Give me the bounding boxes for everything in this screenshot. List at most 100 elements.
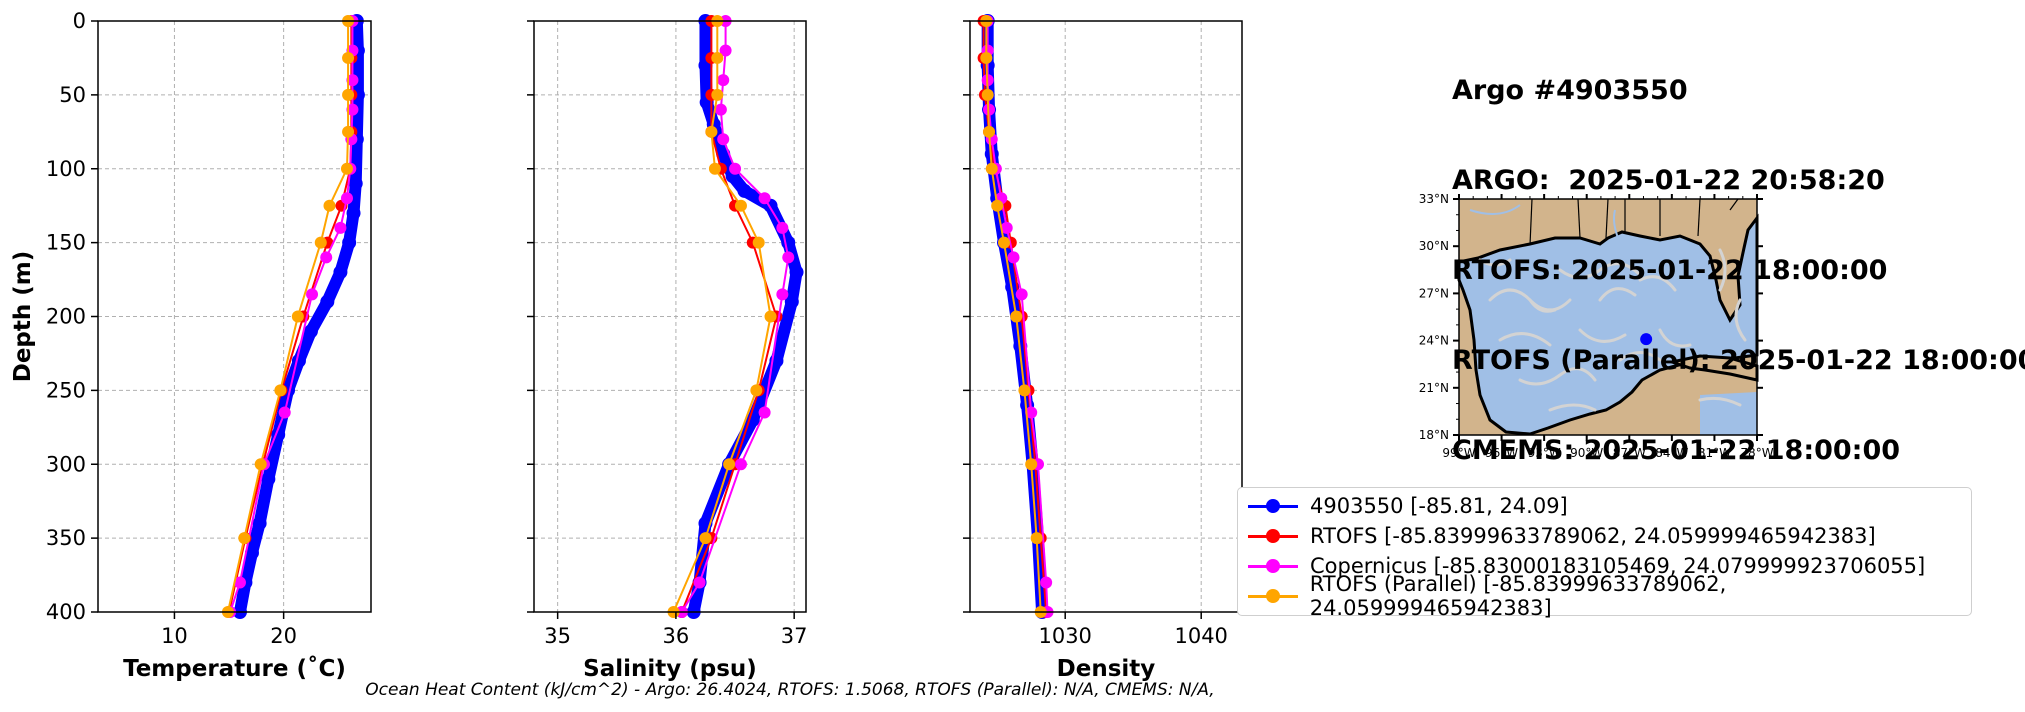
data-point-argo <box>348 176 363 191</box>
data-point-rtofs-parallel <box>699 532 712 545</box>
data-point-argo <box>320 294 335 309</box>
legend-label: RTOFS [-85.83999633789062, 24.0599994659… <box>1310 524 1876 548</box>
data-point-rtofs-parallel <box>1025 458 1038 471</box>
x-tick-label: 10 <box>161 624 188 648</box>
data-point-copernicus <box>1025 406 1038 419</box>
current-streamline <box>1658 328 1692 348</box>
current-streamline <box>1518 367 1597 386</box>
data-point-copernicus <box>782 251 795 264</box>
series-line-rtofs-parallel <box>226 20 350 613</box>
data-point-rtofs-parallel <box>1010 310 1023 323</box>
data-point-rtofs-parallel <box>723 458 736 471</box>
data-point-rtofs-parallel <box>998 236 1010 249</box>
data-point-copernicus <box>346 103 359 116</box>
data-point-copernicus <box>340 192 353 205</box>
legend-entry-rtofs-parallel: RTOFS (Parallel) [-85.83999633789062, 24… <box>1248 572 1971 620</box>
chart-legend: 4903550 [-85.81, 24.09] RTOFS [-85.83999… <box>1237 487 1972 620</box>
legend-entry-rtofs: RTOFS [-85.83999633789062, 24.0599994659… <box>1248 521 1876 551</box>
data-point-argo <box>346 206 361 221</box>
data-point-rtofs-parallel <box>705 125 718 138</box>
data-point-argo <box>244 545 259 560</box>
data-point-rtofs-parallel <box>981 88 994 101</box>
map-lat-label: 21°N <box>1419 381 1449 395</box>
map-rivers <box>1469 204 1619 239</box>
map-lon-label: 96°W <box>1485 446 1518 460</box>
map-lat-label: 24°N <box>1419 334 1449 348</box>
x-axis-label: Salinity (psu) <box>583 656 757 682</box>
data-point-copernicus <box>1015 288 1028 301</box>
float-position-marker <box>1640 333 1653 346</box>
legend-label: Copernicus [-85.83000183105469, 24.07999… <box>1310 554 1926 578</box>
data-point-argo <box>261 472 276 487</box>
legend-swatch <box>1248 551 1298 581</box>
x-tick-label: 36 <box>663 624 690 648</box>
current-streamline <box>1548 403 1597 412</box>
profile-panel-2: 35 36 37 Salinity (psu) <box>527 14 808 682</box>
series-line-rtofs <box>680 20 778 613</box>
data-point-copernicus <box>776 221 789 234</box>
data-point-copernicus <box>1007 251 1020 264</box>
data-point-argo <box>303 324 318 339</box>
map-lat-label: 30°N <box>1419 239 1449 253</box>
map-lat-label: 33°N <box>1419 192 1449 206</box>
map-lon-label: 90°W <box>1570 446 1603 460</box>
legend-label: 4903550 [-85.81, 24.09] <box>1310 494 1568 518</box>
x-tick-label: 1040 <box>1174 624 1227 648</box>
y-tick-label: 300 <box>46 452 86 476</box>
current-streamline <box>1578 328 1627 343</box>
series-line-rtofs-parallel <box>672 20 772 613</box>
data-point-copernicus <box>346 74 359 87</box>
data-point-argo <box>737 183 752 198</box>
data-point-rtofs-parallel <box>342 51 355 64</box>
current-streamline <box>1528 298 1557 313</box>
series-line-rtofs-parallel <box>985 20 1042 613</box>
x-tick-label: 1030 <box>1038 624 1091 648</box>
header-line-rtofs-parallel-time: RTOFS (Parallel): 2025-01-22 18:00:00 <box>1452 345 2025 376</box>
data-point-argo <box>252 516 267 531</box>
current-streamline <box>1618 351 1662 362</box>
y-tick-label: 50 <box>59 83 86 107</box>
current-streamline <box>1558 262 1642 279</box>
current-streamline <box>1698 396 1742 407</box>
current-streamline <box>1638 275 1677 292</box>
data-point-argo <box>745 412 760 427</box>
legend-label: RTOFS (Parallel) [-85.83999633789062, 24… <box>1309 572 1727 620</box>
profile-panel-1: 10 20050100150200250300350400Temperature … <box>10 9 372 682</box>
map-lon-label: 81°W <box>1698 446 1731 460</box>
data-point-copernicus <box>719 44 732 57</box>
map-lat-label: 18°N <box>1419 428 1449 442</box>
data-point-rtofs-parallel <box>254 458 267 471</box>
map-frame <box>1458 198 1758 436</box>
map-currents <box>1478 248 1747 412</box>
map-lon-label: 84°W <box>1655 446 1688 460</box>
y-tick-label: 250 <box>46 378 86 402</box>
data-point-copernicus <box>714 103 727 116</box>
data-point-rtofs-parallel <box>985 162 998 175</box>
data-point-copernicus <box>758 406 771 419</box>
data-point-argo <box>342 235 357 250</box>
x-axis-label: Density <box>1057 656 1156 682</box>
header-line-platform: Argo #4903550 <box>1452 75 1688 106</box>
data-point-rtofs-parallel <box>991 199 1004 212</box>
data-point-rtofs-parallel <box>342 125 355 138</box>
x-tick-label: 20 <box>270 624 297 648</box>
data-point-rtofs-parallel <box>708 162 721 175</box>
y-tick-label: 200 <box>46 305 86 329</box>
legend-entry-copernicus: Copernicus [-85.83000183105469, 24.07999… <box>1248 551 1925 581</box>
data-point-rtofs-parallel <box>342 88 355 101</box>
profile-panel-3: 1030 1040 Density <box>963 14 1243 682</box>
data-point-argo <box>789 265 804 280</box>
data-point-rtofs-parallel <box>980 51 993 64</box>
data-point-copernicus <box>306 288 319 301</box>
data-point-copernicus <box>1000 221 1013 234</box>
data-point-copernicus <box>334 221 347 234</box>
current-streamline <box>1478 258 1512 267</box>
y-tick-label: 0 <box>73 9 86 33</box>
y-tick-label: 350 <box>46 526 86 550</box>
data-point-copernicus <box>717 133 730 146</box>
data-point-rtofs-parallel <box>752 236 765 249</box>
data-point-copernicus <box>717 74 730 87</box>
series-line-rtofs <box>228 20 353 613</box>
current-streamline <box>1734 298 1747 342</box>
